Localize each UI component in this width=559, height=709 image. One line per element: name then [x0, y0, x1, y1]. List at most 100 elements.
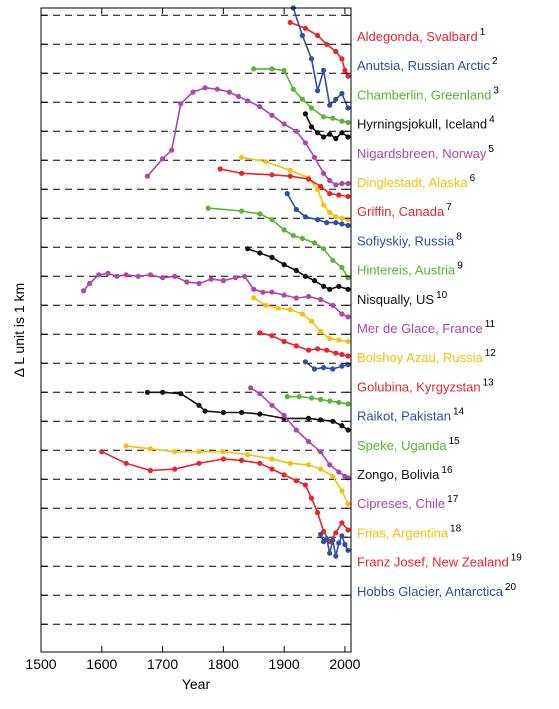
- data-point: [302, 25, 308, 31]
- data-point: [281, 227, 287, 233]
- series-line: [289, 21, 349, 77]
- data-point: [336, 469, 342, 475]
- data-point: [333, 220, 339, 226]
- data-point: [327, 398, 333, 404]
- data-point: [96, 272, 102, 278]
- data-point: [324, 41, 330, 47]
- data-point: [308, 495, 315, 501]
- data-point: [308, 395, 315, 401]
- data-point: [342, 67, 348, 73]
- series-7: [217, 166, 351, 200]
- series-label-number: 4: [489, 115, 495, 126]
- data-point: [147, 467, 153, 474]
- data-point: [281, 121, 287, 127]
- data-point: [123, 272, 129, 278]
- data-point: [284, 191, 290, 197]
- data-point: [318, 296, 324, 303]
- data-point: [305, 347, 312, 353]
- data-point: [327, 209, 333, 216]
- data-point: [339, 264, 345, 271]
- series-label-number: 12: [485, 348, 497, 359]
- data-point: [269, 254, 275, 260]
- series-label: Griffin, Canada 7: [357, 202, 452, 219]
- series-label-number: 3: [493, 85, 499, 96]
- data-point: [339, 180, 345, 187]
- data-point: [172, 466, 178, 472]
- data-point: [245, 98, 251, 104]
- data-point: [342, 541, 348, 548]
- data-point: [318, 466, 324, 472]
- data-point: [321, 246, 327, 252]
- data-point: [160, 156, 166, 162]
- series-label-name: Aldegonda, Svalbard: [357, 29, 478, 44]
- data-point: [248, 385, 254, 391]
- series-label-name: Anutsia, Russian Arctic: [357, 58, 490, 73]
- data-point: [345, 501, 351, 507]
- data-point: [318, 449, 324, 455]
- series-label-name: Dinglestadt, Alaska: [357, 175, 468, 190]
- data-point: [220, 409, 226, 416]
- data-point: [308, 318, 315, 324]
- data-point: [339, 311, 345, 317]
- data-point: [318, 328, 324, 334]
- data-point: [293, 295, 299, 301]
- series-label-name: Hobbs Glacier, Antarctica: [357, 584, 504, 599]
- data-point: [339, 423, 345, 429]
- data-point: [251, 286, 257, 292]
- data-point: [336, 283, 342, 289]
- data-point: [345, 222, 351, 229]
- series-label-name: Nigardsbreen, Norway: [357, 146, 487, 161]
- data-point: [330, 366, 336, 372]
- data-point: [293, 343, 299, 349]
- series-18: [123, 443, 351, 507]
- data-point: [321, 170, 327, 176]
- series-layer: [80, 5, 351, 559]
- data-point: [305, 293, 312, 300]
- data-point: [311, 366, 318, 372]
- data-point: [99, 449, 105, 455]
- grid-lines: [41, 14, 351, 625]
- data-point: [345, 527, 351, 533]
- data-point: [318, 183, 324, 189]
- data-point: [315, 88, 321, 94]
- data-point: [217, 166, 223, 172]
- data-point: [257, 330, 263, 336]
- data-point: [263, 302, 269, 308]
- data-point: [239, 154, 245, 160]
- data-point: [299, 311, 305, 317]
- data-point: [324, 220, 330, 226]
- data-point: [336, 192, 342, 198]
- data-point: [311, 240, 318, 246]
- data-point: [147, 272, 153, 278]
- data-point: [257, 391, 263, 397]
- series-label-number: 9: [457, 261, 463, 272]
- series-label-number: 20: [505, 582, 517, 593]
- data-point: [160, 275, 166, 281]
- data-point: [144, 389, 150, 395]
- series-label-name: Raikot, Pakistan: [357, 409, 451, 424]
- series-label-number: 7: [446, 202, 452, 213]
- data-point: [284, 394, 290, 400]
- data-point: [311, 278, 318, 284]
- data-point: [144, 173, 150, 179]
- series-line: [241, 156, 349, 221]
- data-point: [281, 412, 287, 419]
- series-labels: Aldegonda, Svalbard 1 Anutsia, Russian Arc…: [357, 27, 522, 599]
- data-point: [123, 443, 129, 449]
- data-point: [305, 438, 312, 445]
- data-point: [160, 389, 166, 395]
- data-point: [281, 338, 287, 345]
- data-point: [114, 273, 120, 279]
- data-point: [302, 111, 308, 117]
- data-point: [315, 346, 321, 352]
- series-label-name: Frias, Argentina: [357, 525, 449, 540]
- data-point: [318, 531, 324, 537]
- series-label: Hintereis, Austria 9: [357, 261, 463, 278]
- series-label-name: Hintereis, Austria: [357, 263, 456, 278]
- x-tick-label: 1800: [208, 656, 239, 672]
- data-point: [147, 446, 153, 452]
- series-10: [245, 246, 351, 292]
- series-1: [287, 19, 351, 79]
- series-label: Anutsia, Russian Arctic 2: [357, 56, 498, 73]
- data-point: [345, 353, 351, 359]
